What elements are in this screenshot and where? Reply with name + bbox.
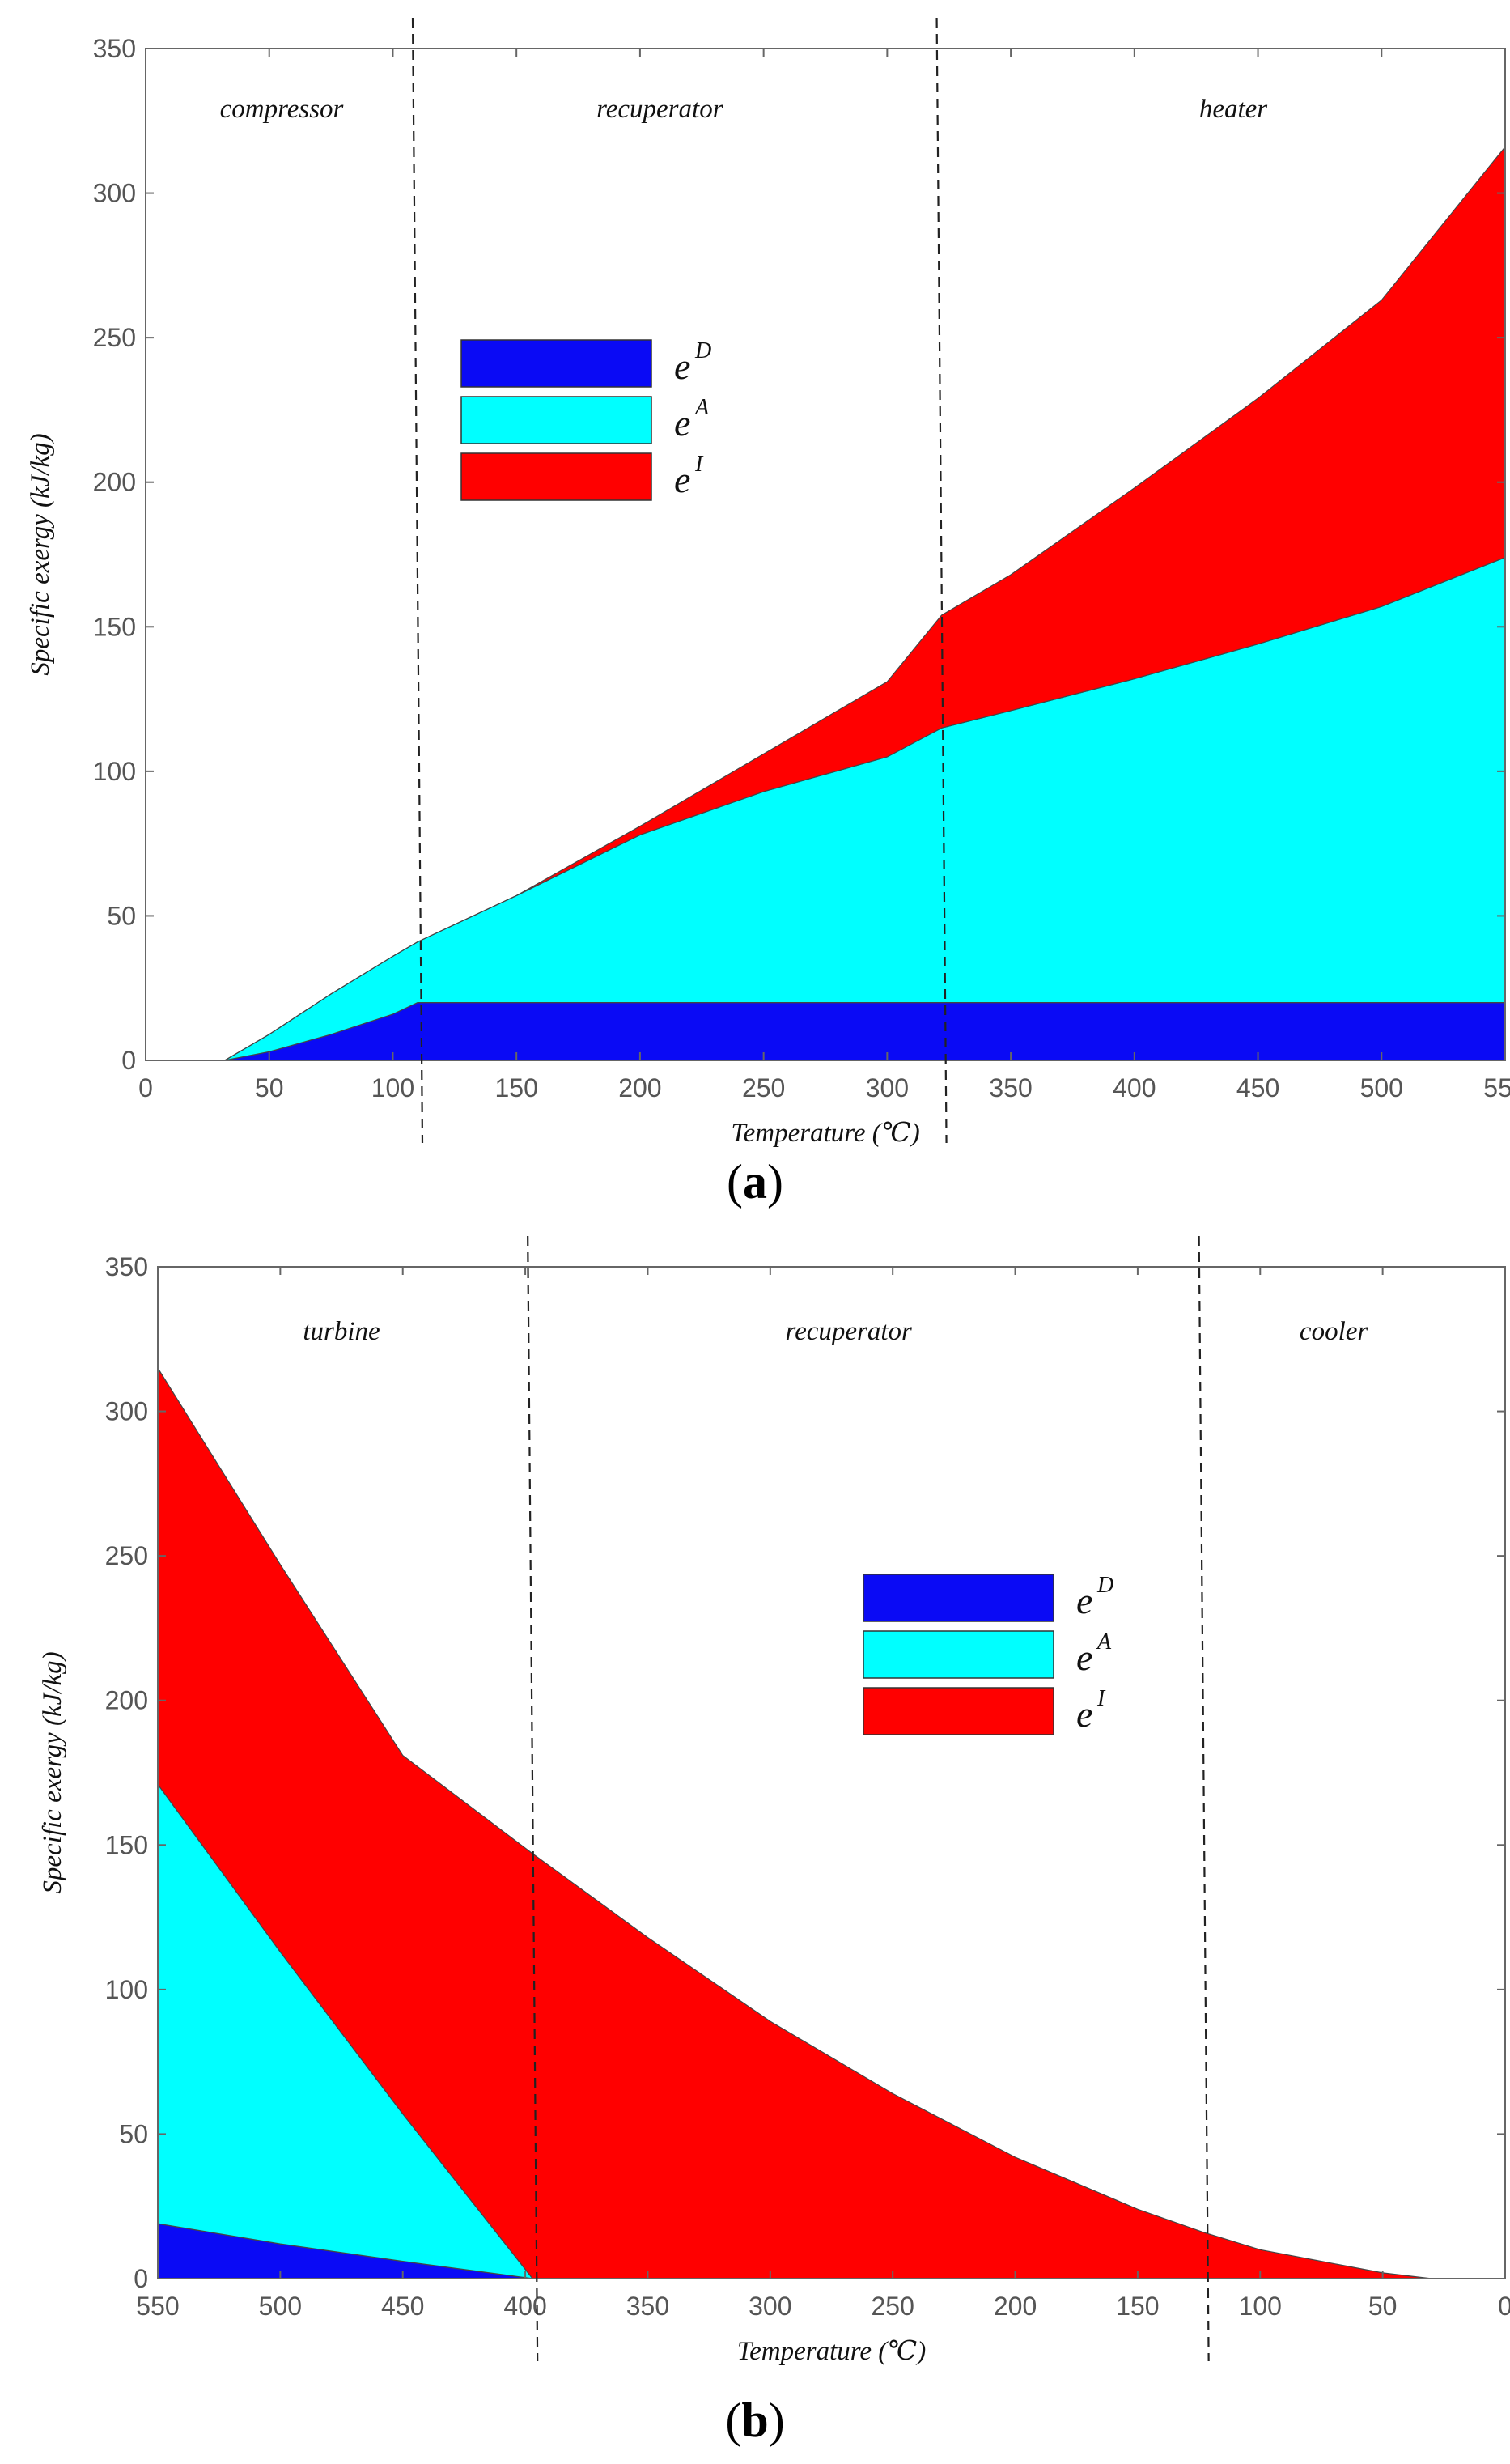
- legend-superscript-eA: A: [693, 395, 710, 420]
- region-label: turbine: [303, 1317, 380, 1346]
- legend-superscript-eD: D: [694, 338, 711, 363]
- region-label: cooler: [1300, 1317, 1368, 1346]
- y-tick-label: 250: [105, 1541, 148, 1570]
- region-label: compressor: [220, 95, 344, 124]
- panel-caption: (b): [725, 2394, 784, 2447]
- legend-swatch-eD: [863, 1574, 1054, 1622]
- y-tick-label: 200: [93, 468, 136, 497]
- x-axis-title: Temperature (℃): [731, 1119, 919, 1148]
- x-tick-label: 550: [1483, 1073, 1510, 1102]
- legend-label-eA: e: [1076, 1637, 1092, 1678]
- x-tick-label: 200: [618, 1073, 661, 1102]
- x-tick-label: 150: [1116, 2292, 1159, 2321]
- y-tick-label: 350: [105, 1252, 148, 1281]
- x-tick-label: 350: [989, 1073, 1032, 1102]
- y-tick-label: 300: [105, 1397, 148, 1426]
- x-tick-label: 450: [381, 2292, 424, 2321]
- section-boundary-line: [411, 17, 424, 1144]
- y-axis-title: Specific exergy (kJ/kg): [38, 1651, 67, 1893]
- axes-frame: [145, 48, 1506, 1061]
- legend: e De Ae I: [460, 338, 711, 501]
- legend: e De Ae I: [863, 1573, 1113, 1735]
- y-tick-label: 150: [93, 612, 136, 641]
- panel-letter: a: [743, 1155, 767, 1209]
- legend-swatch-eA: [863, 1630, 1054, 1679]
- x-tick-label: 50: [255, 1073, 284, 1102]
- y-tick-label: 50: [107, 901, 136, 930]
- section-boundary-line: [935, 17, 948, 1144]
- y-tick-label: 50: [119, 2119, 148, 2148]
- x-tick-label: 250: [871, 2292, 914, 2321]
- legend-label-eD: e: [674, 346, 690, 387]
- panel-caption: (a): [727, 1155, 783, 1209]
- region-label: recuperator: [596, 95, 723, 124]
- y-axis-title: Specific exergy (kJ/kg): [26, 433, 55, 675]
- legend-superscript-eI: I: [694, 452, 704, 477]
- legend-superscript-eI: I: [1096, 1686, 1106, 1711]
- x-tick-label: 500: [259, 2292, 302, 2321]
- y-tick-label: 150: [105, 1830, 148, 1859]
- legend-swatch-eI: [460, 452, 652, 501]
- legend-swatch-eA: [460, 396, 652, 444]
- y-tick-label: 250: [93, 323, 136, 352]
- legend-superscript-eD: D: [1096, 1573, 1113, 1598]
- y-tick-label: 350: [93, 34, 136, 63]
- legend-label-eD: e: [1076, 1580, 1092, 1621]
- region-label: heater: [1199, 95, 1267, 124]
- x-tick-label: 50: [1368, 2292, 1398, 2321]
- x-tick-label: 500: [1360, 1073, 1403, 1102]
- x-tick-label: 250: [742, 1073, 785, 1102]
- x-tick-label: 0: [138, 1073, 153, 1102]
- x-tick-label: 400: [503, 2292, 546, 2321]
- legend-superscript-eA: A: [1096, 1629, 1112, 1655]
- y-tick-label: 100: [105, 1975, 148, 2004]
- section-boundary-line: [527, 1235, 539, 2362]
- legend-label-eA: e: [674, 402, 690, 444]
- x-tick-label: 100: [1239, 2292, 1282, 2321]
- x-tick-label: 150: [494, 1073, 537, 1102]
- axes-frame: [157, 1266, 1506, 2279]
- x-tick-label: 550: [136, 2292, 179, 2321]
- stacked-areas: [224, 145, 1506, 1061]
- x-tick-label: 0: [1498, 2292, 1510, 2321]
- x-tick-label: 400: [1113, 1073, 1156, 1102]
- x-tick-label: 450: [1236, 1073, 1279, 1102]
- x-tick-label: 300: [749, 2292, 791, 2321]
- legend-label-eI: e: [1076, 1693, 1092, 1735]
- y-tick-label: 200: [105, 1686, 148, 1715]
- y-tick-label: 0: [134, 2264, 148, 2293]
- y-tick-label: 300: [93, 179, 136, 208]
- x-tick-label: 100: [371, 1073, 414, 1102]
- x-tick-label: 300: [866, 1073, 909, 1102]
- y-tick-label: 100: [93, 757, 136, 786]
- y-tick-label: 0: [121, 1046, 136, 1075]
- x-tick-label: 200: [994, 2292, 1037, 2321]
- section-boundary-line: [1198, 1235, 1210, 2362]
- region-label: recuperator: [785, 1317, 912, 1346]
- panel-letter: b: [741, 2394, 768, 2447]
- x-tick-label: 350: [626, 2292, 669, 2321]
- legend-label-eI: e: [674, 459, 690, 500]
- legend-swatch-eD: [460, 339, 652, 388]
- x-axis-title: Temperature (℃): [737, 2337, 926, 2366]
- area-eD-panel-a: [224, 1002, 1506, 1061]
- panel-a-chart: 0 50 100 150 200 250 300 350 0 50 100 150 200 250 300 3…: [26, 17, 1510, 1209]
- legend-swatch-eI: [863, 1687, 1054, 1735]
